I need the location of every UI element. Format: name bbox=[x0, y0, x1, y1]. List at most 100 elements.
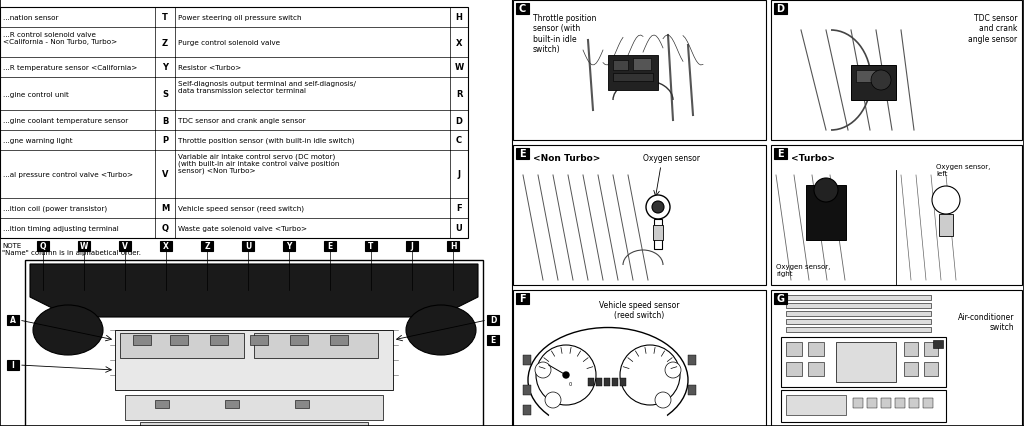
Bar bbox=[78, 242, 90, 251]
Bar bbox=[242, 242, 254, 251]
Circle shape bbox=[563, 372, 569, 378]
Text: Oxygen sensor,
right: Oxygen sensor, right bbox=[776, 263, 830, 276]
Text: ...R control solenoid valve: ...R control solenoid valve bbox=[3, 32, 96, 38]
Bar bbox=[771, 146, 1022, 285]
Text: "Name" column is in alphabetical order.: "Name" column is in alphabetical order. bbox=[2, 249, 141, 256]
Bar bbox=[808, 362, 824, 376]
Bar bbox=[612, 378, 618, 386]
Text: C: C bbox=[519, 5, 526, 14]
Bar bbox=[688, 355, 696, 365]
Bar bbox=[786, 362, 802, 376]
Text: F: F bbox=[519, 294, 525, 304]
Text: D: D bbox=[489, 316, 497, 325]
Bar bbox=[513, 1, 766, 141]
Bar bbox=[120, 333, 244, 358]
Text: J: J bbox=[411, 242, 414, 251]
Text: Throttle position sensor (with built-in idle switch): Throttle position sensor (with built-in … bbox=[178, 138, 354, 144]
Text: ...gine coolant temperature sensor: ...gine coolant temperature sensor bbox=[3, 118, 128, 124]
Text: M: M bbox=[161, 204, 169, 213]
Text: T: T bbox=[162, 14, 168, 23]
Bar bbox=[786, 295, 931, 300]
Text: data transmission selector terminal: data transmission selector terminal bbox=[178, 88, 306, 94]
Bar bbox=[774, 4, 787, 15]
Circle shape bbox=[536, 345, 596, 405]
Bar bbox=[201, 242, 213, 251]
Bar bbox=[513, 146, 766, 285]
Text: C: C bbox=[456, 136, 462, 145]
Circle shape bbox=[814, 178, 838, 202]
Text: E: E bbox=[490, 336, 496, 345]
Bar bbox=[588, 378, 594, 386]
Bar bbox=[155, 400, 169, 408]
Text: D: D bbox=[456, 116, 463, 125]
Bar bbox=[654, 219, 662, 249]
Text: Self-diagnosis output terminal and self-diagnosis/: Self-diagnosis output terminal and self-… bbox=[178, 81, 356, 87]
Bar bbox=[786, 395, 846, 415]
Text: T: T bbox=[369, 242, 374, 251]
Text: Y: Y bbox=[162, 63, 168, 72]
Text: H: H bbox=[456, 14, 463, 23]
Text: Z: Z bbox=[204, 242, 210, 251]
Bar bbox=[487, 315, 499, 325]
Text: W: W bbox=[80, 242, 88, 251]
Text: ...ition timing adjusting terminal: ...ition timing adjusting terminal bbox=[3, 225, 119, 231]
Bar bbox=[210, 335, 228, 345]
Bar bbox=[781, 390, 946, 422]
Bar bbox=[786, 311, 931, 316]
Bar bbox=[330, 335, 348, 345]
Bar bbox=[516, 4, 529, 15]
Text: U: U bbox=[245, 242, 251, 251]
Text: sensor) <Non Turbo>: sensor) <Non Turbo> bbox=[178, 167, 256, 174]
Text: E: E bbox=[777, 149, 783, 159]
Bar bbox=[516, 294, 529, 304]
Text: I: I bbox=[11, 361, 14, 370]
Bar bbox=[774, 149, 787, 160]
Text: NOTE: NOTE bbox=[2, 242, 22, 248]
Bar bbox=[923, 398, 933, 408]
Text: ...al pressure control valve <Turbo>: ...al pressure control valve <Turbo> bbox=[3, 172, 133, 178]
Ellipse shape bbox=[548, 395, 668, 426]
Text: 0: 0 bbox=[569, 381, 572, 386]
Circle shape bbox=[545, 392, 561, 408]
Bar bbox=[688, 385, 696, 395]
Bar bbox=[620, 378, 626, 386]
Bar bbox=[140, 422, 368, 426]
Text: J: J bbox=[458, 170, 461, 179]
Bar bbox=[786, 303, 931, 308]
Bar bbox=[119, 242, 131, 251]
Circle shape bbox=[932, 187, 961, 215]
Bar bbox=[7, 360, 19, 370]
Circle shape bbox=[655, 392, 671, 408]
Bar bbox=[781, 337, 946, 387]
Text: X: X bbox=[456, 38, 462, 47]
Bar bbox=[250, 335, 268, 345]
Text: ...gine control unit: ...gine control unit bbox=[3, 91, 69, 97]
Bar bbox=[604, 378, 610, 386]
Bar bbox=[406, 242, 418, 251]
Bar bbox=[613, 74, 653, 82]
Polygon shape bbox=[30, 265, 478, 317]
Text: Y: Y bbox=[287, 242, 292, 251]
Text: Vehicle speed sensor
(reed switch): Vehicle speed sensor (reed switch) bbox=[599, 300, 679, 320]
Text: TDC sensor
and crank
angle sensor: TDC sensor and crank angle sensor bbox=[968, 14, 1017, 44]
Text: G: G bbox=[776, 294, 784, 304]
Text: Power steering oil pressure switch: Power steering oil pressure switch bbox=[178, 15, 301, 21]
Circle shape bbox=[646, 196, 670, 219]
Bar bbox=[939, 215, 953, 236]
Text: <Turbo>: <Turbo> bbox=[791, 154, 835, 163]
Text: E: E bbox=[519, 149, 525, 159]
Bar bbox=[851, 66, 896, 101]
Text: R: R bbox=[456, 90, 462, 99]
Text: X: X bbox=[163, 242, 169, 251]
Text: ...nation sensor: ...nation sensor bbox=[3, 15, 58, 21]
Text: Z: Z bbox=[162, 38, 168, 47]
Circle shape bbox=[620, 345, 680, 405]
Circle shape bbox=[665, 362, 681, 378]
Ellipse shape bbox=[406, 305, 476, 355]
Bar bbox=[806, 186, 846, 240]
Text: Oxygen sensor: Oxygen sensor bbox=[643, 154, 700, 163]
Text: B: B bbox=[162, 116, 168, 125]
Bar bbox=[881, 398, 891, 408]
Bar bbox=[808, 342, 824, 356]
Bar bbox=[25, 260, 483, 426]
